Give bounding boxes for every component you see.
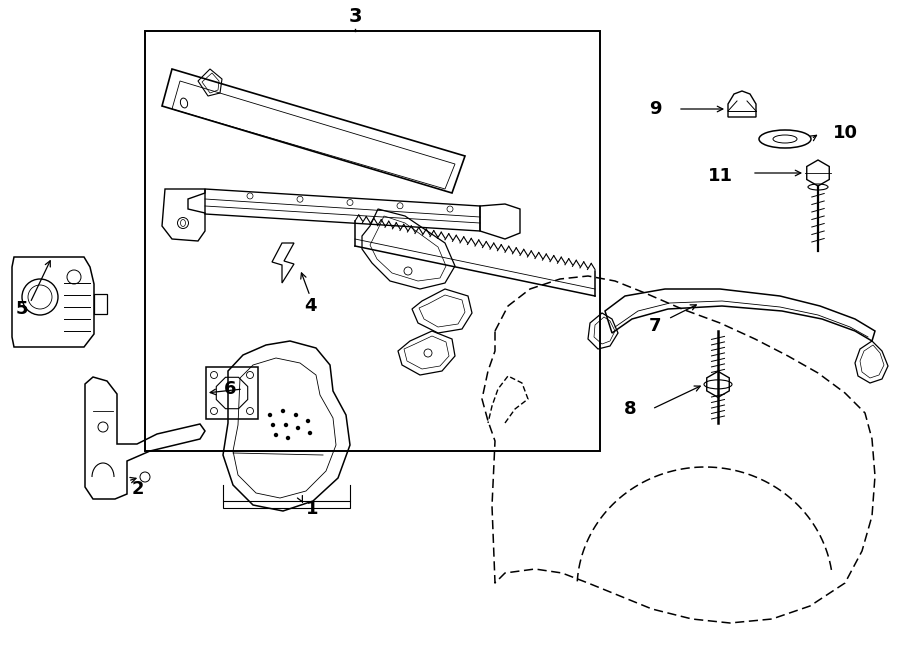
Circle shape (274, 433, 278, 437)
Text: 8: 8 (624, 400, 636, 418)
Text: 10: 10 (832, 124, 858, 142)
Text: 2: 2 (131, 480, 144, 498)
Text: 3: 3 (348, 7, 362, 26)
Text: 5: 5 (16, 300, 28, 318)
Circle shape (286, 436, 290, 440)
Bar (145, 31, 600, 451)
Text: 4: 4 (304, 297, 316, 315)
Circle shape (293, 413, 298, 417)
Circle shape (268, 413, 272, 417)
Text: 1: 1 (306, 500, 319, 518)
Circle shape (306, 419, 310, 423)
Text: 11: 11 (707, 167, 733, 185)
Circle shape (271, 423, 275, 427)
Bar (206, 367, 258, 419)
Circle shape (308, 431, 312, 435)
Text: 7: 7 (649, 317, 662, 335)
Circle shape (284, 423, 288, 427)
Circle shape (296, 426, 301, 430)
Circle shape (281, 408, 285, 413)
Text: 9: 9 (649, 100, 662, 118)
Text: 6: 6 (224, 380, 236, 398)
